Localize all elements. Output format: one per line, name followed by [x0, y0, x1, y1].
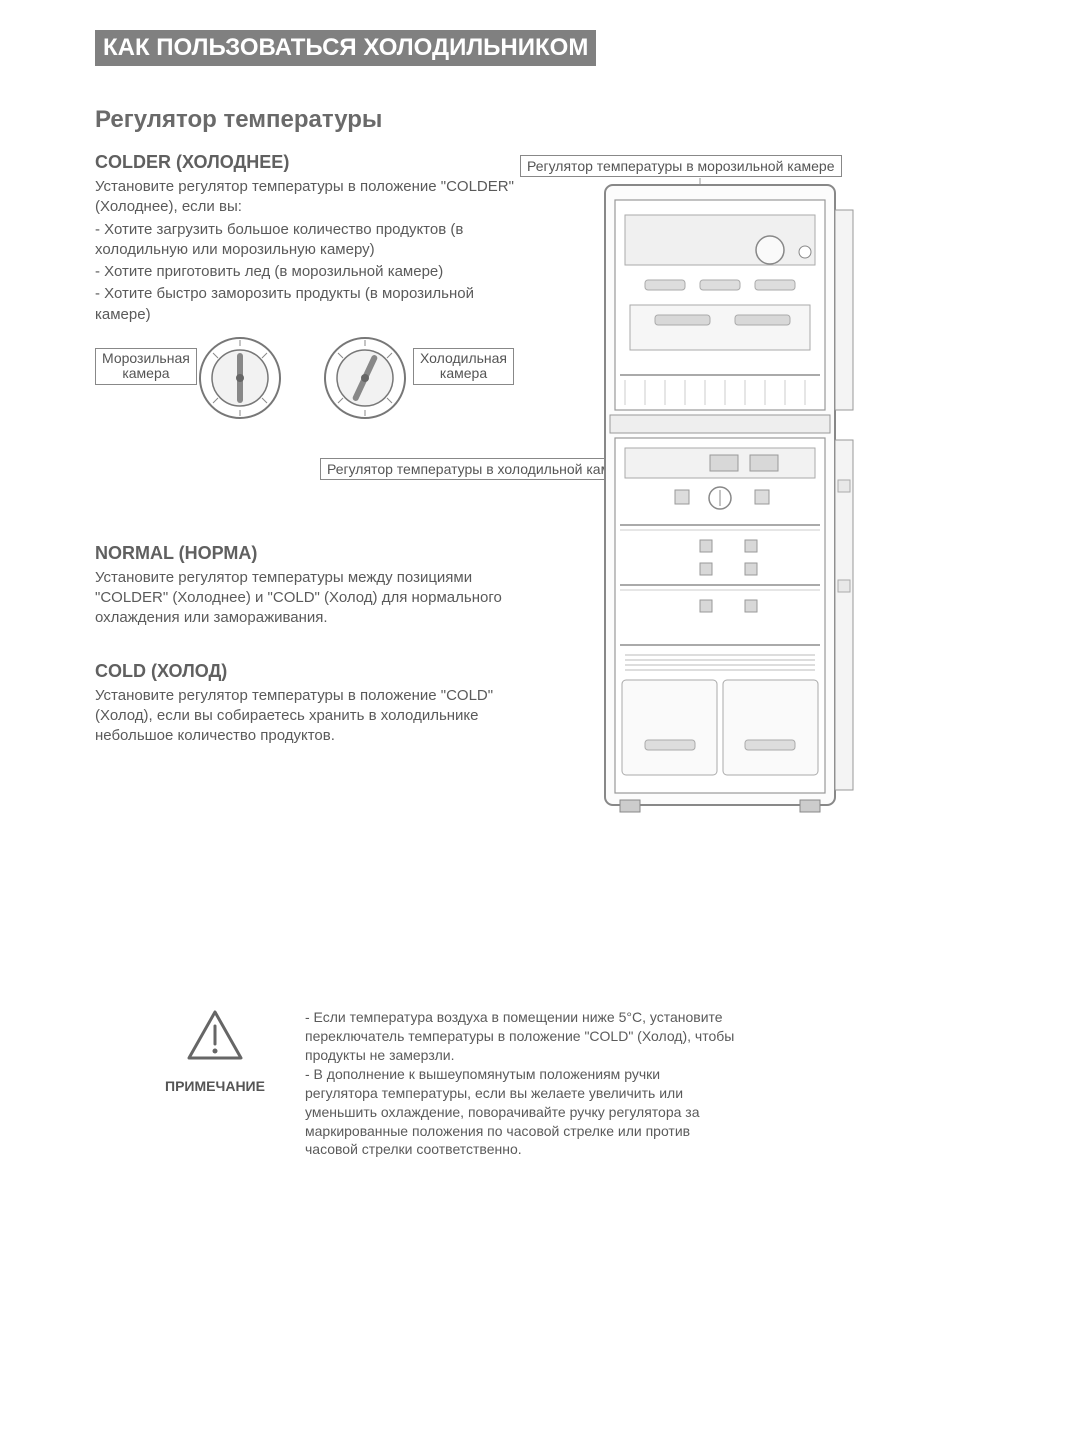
normal-p1: Установите регулятор температуры между п… — [95, 568, 515, 629]
note-text-column: - Если температура воздуха в помещении н… — [305, 1008, 735, 1159]
fridge-dial-icon — [320, 333, 410, 423]
dials-row: Морозильная камера — [95, 333, 515, 443]
left-column: COLDER (ХОЛОДНЕЕ) Установите регулятор т… — [95, 152, 515, 746]
section-title: Регулятор температуры — [95, 106, 990, 134]
note-p1: - Если температура воздуха в помещении н… — [305, 1008, 735, 1065]
freezer-label-l2: камера — [122, 365, 169, 381]
fridge-label-l1: Холодильная — [420, 350, 507, 366]
page-banner: КАК ПОЛЬЗОВАТЬСЯ ХОЛОДИЛЬНИКОМ — [95, 30, 596, 66]
callout-fridge-regulator: Регулятор температуры в холодильной каме… — [320, 458, 641, 480]
fridge-label-l2: камера — [440, 365, 487, 381]
colder-b2: - Хотите приготовить лед (в морозильной … — [95, 262, 515, 282]
note-icon-column: ПРИМЕЧАНИЕ — [155, 1008, 275, 1094]
freezer-label-l1: Морозильная — [102, 350, 190, 366]
note-p2: - В дополнение к вышеупомянутым положени… — [305, 1065, 735, 1159]
freezer-dial-icon — [195, 333, 285, 423]
colder-heading: COLDER (ХОЛОДНЕЕ) — [95, 152, 515, 173]
fridge-illustration — [600, 180, 860, 825]
normal-heading: NORMAL (НОРМА) — [95, 543, 515, 564]
cold-p1: Установите регулятор температуры в полож… — [95, 686, 515, 747]
cold-heading: COLD (ХОЛОД) — [95, 661, 515, 682]
fridge-dial-label: Холодильная камера — [413, 348, 514, 385]
note-label: ПРИМЕЧАНИЕ — [155, 1078, 275, 1094]
warning-icon — [185, 1008, 245, 1063]
freezer-dial-label: Морозильная камера — [95, 348, 197, 385]
colder-b1: - Хотите загрузить большое количество пр… — [95, 220, 515, 261]
note-block: ПРИМЕЧАНИЕ - Если температура воздуха в … — [95, 1008, 990, 1159]
colder-b3: - Хотите быстро заморозить продукты (в м… — [95, 284, 515, 325]
callout-freezer-regulator: Регулятор температуры в морозильной каме… — [520, 155, 842, 177]
colder-p1: Установите регулятор температуры в полож… — [95, 177, 515, 218]
